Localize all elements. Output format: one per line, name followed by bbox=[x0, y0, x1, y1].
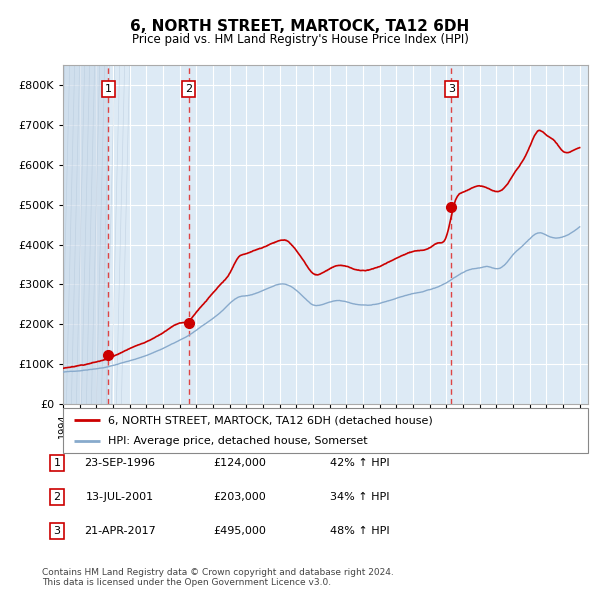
Text: 48% ↑ HPI: 48% ↑ HPI bbox=[330, 526, 390, 536]
Text: 21-APR-2017: 21-APR-2017 bbox=[84, 526, 156, 536]
Text: 23-SEP-1996: 23-SEP-1996 bbox=[85, 458, 155, 468]
Text: 6, NORTH STREET, MARTOCK, TA12 6DH: 6, NORTH STREET, MARTOCK, TA12 6DH bbox=[130, 19, 470, 34]
Text: 3: 3 bbox=[53, 526, 61, 536]
FancyBboxPatch shape bbox=[63, 408, 588, 453]
Text: 6, NORTH STREET, MARTOCK, TA12 6DH (detached house): 6, NORTH STREET, MARTOCK, TA12 6DH (deta… bbox=[107, 415, 433, 425]
Text: £495,000: £495,000 bbox=[214, 526, 266, 536]
Bar bbox=[63, 65, 109, 404]
Text: 42% ↑ HPI: 42% ↑ HPI bbox=[330, 458, 390, 468]
Text: 2: 2 bbox=[53, 492, 61, 502]
Text: HPI: Average price, detached house, Somerset: HPI: Average price, detached house, Some… bbox=[107, 436, 367, 446]
Text: £124,000: £124,000 bbox=[214, 458, 266, 468]
Text: Price paid vs. HM Land Registry's House Price Index (HPI): Price paid vs. HM Land Registry's House … bbox=[131, 33, 469, 46]
Text: 2: 2 bbox=[185, 84, 192, 94]
Text: 3: 3 bbox=[448, 84, 455, 94]
Text: 13-JUL-2001: 13-JUL-2001 bbox=[86, 492, 154, 502]
Text: £203,000: £203,000 bbox=[214, 492, 266, 502]
Text: 1: 1 bbox=[105, 84, 112, 94]
Text: 34% ↑ HPI: 34% ↑ HPI bbox=[330, 492, 390, 502]
Text: 1: 1 bbox=[53, 458, 61, 468]
Text: Contains HM Land Registry data © Crown copyright and database right 2024.
This d: Contains HM Land Registry data © Crown c… bbox=[42, 568, 394, 587]
